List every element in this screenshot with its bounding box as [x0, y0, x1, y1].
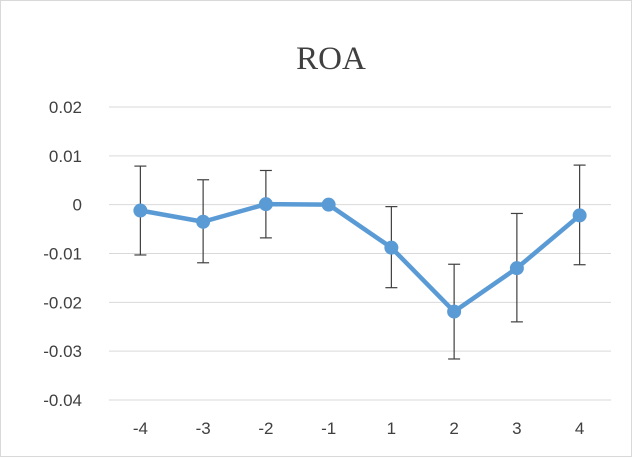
y-tick-label: -0.03 [43, 342, 82, 361]
gridlines [109, 106, 611, 401]
chart-title: ROA [296, 41, 366, 77]
data-point [196, 214, 211, 229]
x-tick-label: -2 [258, 419, 273, 438]
data-point [384, 240, 399, 255]
data-point [572, 208, 587, 223]
x-tick-label: -1 [321, 419, 336, 438]
y-tick-label: -0.04 [43, 391, 82, 410]
data-point [258, 197, 273, 212]
y-tick-label: 0 [73, 196, 82, 215]
series-line-layer [138, 201, 582, 314]
x-tick-label: 2 [449, 419, 458, 438]
series-line [138, 201, 582, 314]
y-tick-label: 0.01 [49, 147, 82, 166]
data-point [133, 203, 148, 218]
x-tick-label: 4 [575, 419, 584, 438]
x-tick-label: 1 [387, 419, 396, 438]
data-point [447, 304, 462, 319]
data-point [321, 197, 336, 212]
data-point [509, 261, 524, 276]
y-tick-label: -0.02 [43, 293, 82, 312]
data-points [133, 197, 587, 319]
x-tick-label: -3 [196, 419, 211, 438]
y-axis-tick-labels: 0.02 0.01 0 -0.01 -0.02 -0.03 -0.04 [43, 98, 82, 410]
y-tick-label: 0.02 [49, 98, 82, 117]
x-tick-label: 3 [512, 419, 521, 438]
x-axis-tick-labels: -4 -3 -2 -1 1 2 3 4 [133, 419, 585, 438]
x-tick-label: -4 [133, 419, 148, 438]
y-tick-label: -0.01 [43, 245, 82, 264]
